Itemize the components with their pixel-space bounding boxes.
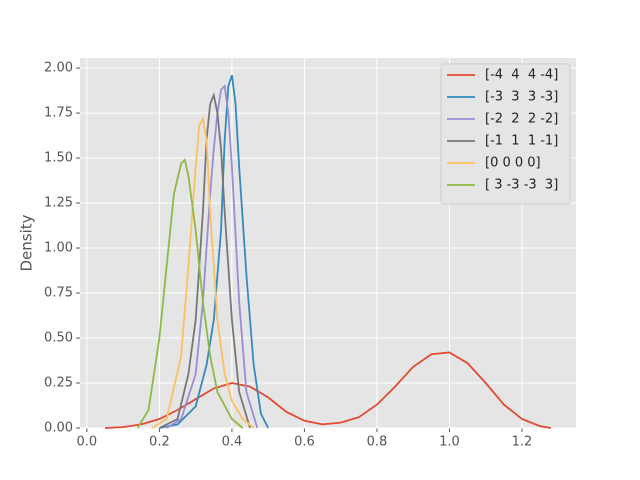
y-tick-label: 1.25 (44, 196, 73, 211)
density-line (166, 84, 259, 429)
legend-label: [ 3 -3 -3 3] (485, 178, 558, 193)
legend-box (440, 63, 571, 205)
x-tick-label: 0.8 (367, 435, 388, 450)
y-tick-label: 0.75 (44, 286, 73, 301)
x-tick-label: 0.0 (77, 435, 98, 450)
legend-label: [-2 2 2 -2] (485, 112, 558, 127)
density-line (151, 115, 255, 429)
legend-label: [0 0 0 0] (485, 156, 541, 171)
density-line (136, 158, 244, 429)
density-line (158, 91, 251, 429)
legend-label: [-3 3 3 -3] (485, 90, 558, 105)
y-tick-label: 0.50 (44, 331, 73, 346)
legend-label: [-1 1 1 -1] (485, 134, 558, 149)
x-tick-label: 1.2 (512, 435, 533, 450)
y-tick-label: 1.75 (44, 106, 73, 121)
x-tick-label: 0.6 (294, 435, 315, 450)
y-tick-label: 0.00 (44, 421, 73, 436)
x-tick-label: 1.0 (439, 435, 460, 450)
y-tick-label: 1.00 (44, 241, 73, 256)
x-tick-label: 0.4 (222, 435, 243, 450)
y-tick-label: 0.25 (44, 376, 73, 391)
y-tick-label: 2.00 (44, 61, 73, 76)
y-tick-label: 1.50 (44, 151, 73, 166)
legend-label: [-4 4 4 -4] (485, 68, 558, 83)
density-line (159, 74, 269, 429)
y-axis-label: Density (18, 214, 36, 271)
x-tick-label: 0.2 (149, 435, 170, 450)
